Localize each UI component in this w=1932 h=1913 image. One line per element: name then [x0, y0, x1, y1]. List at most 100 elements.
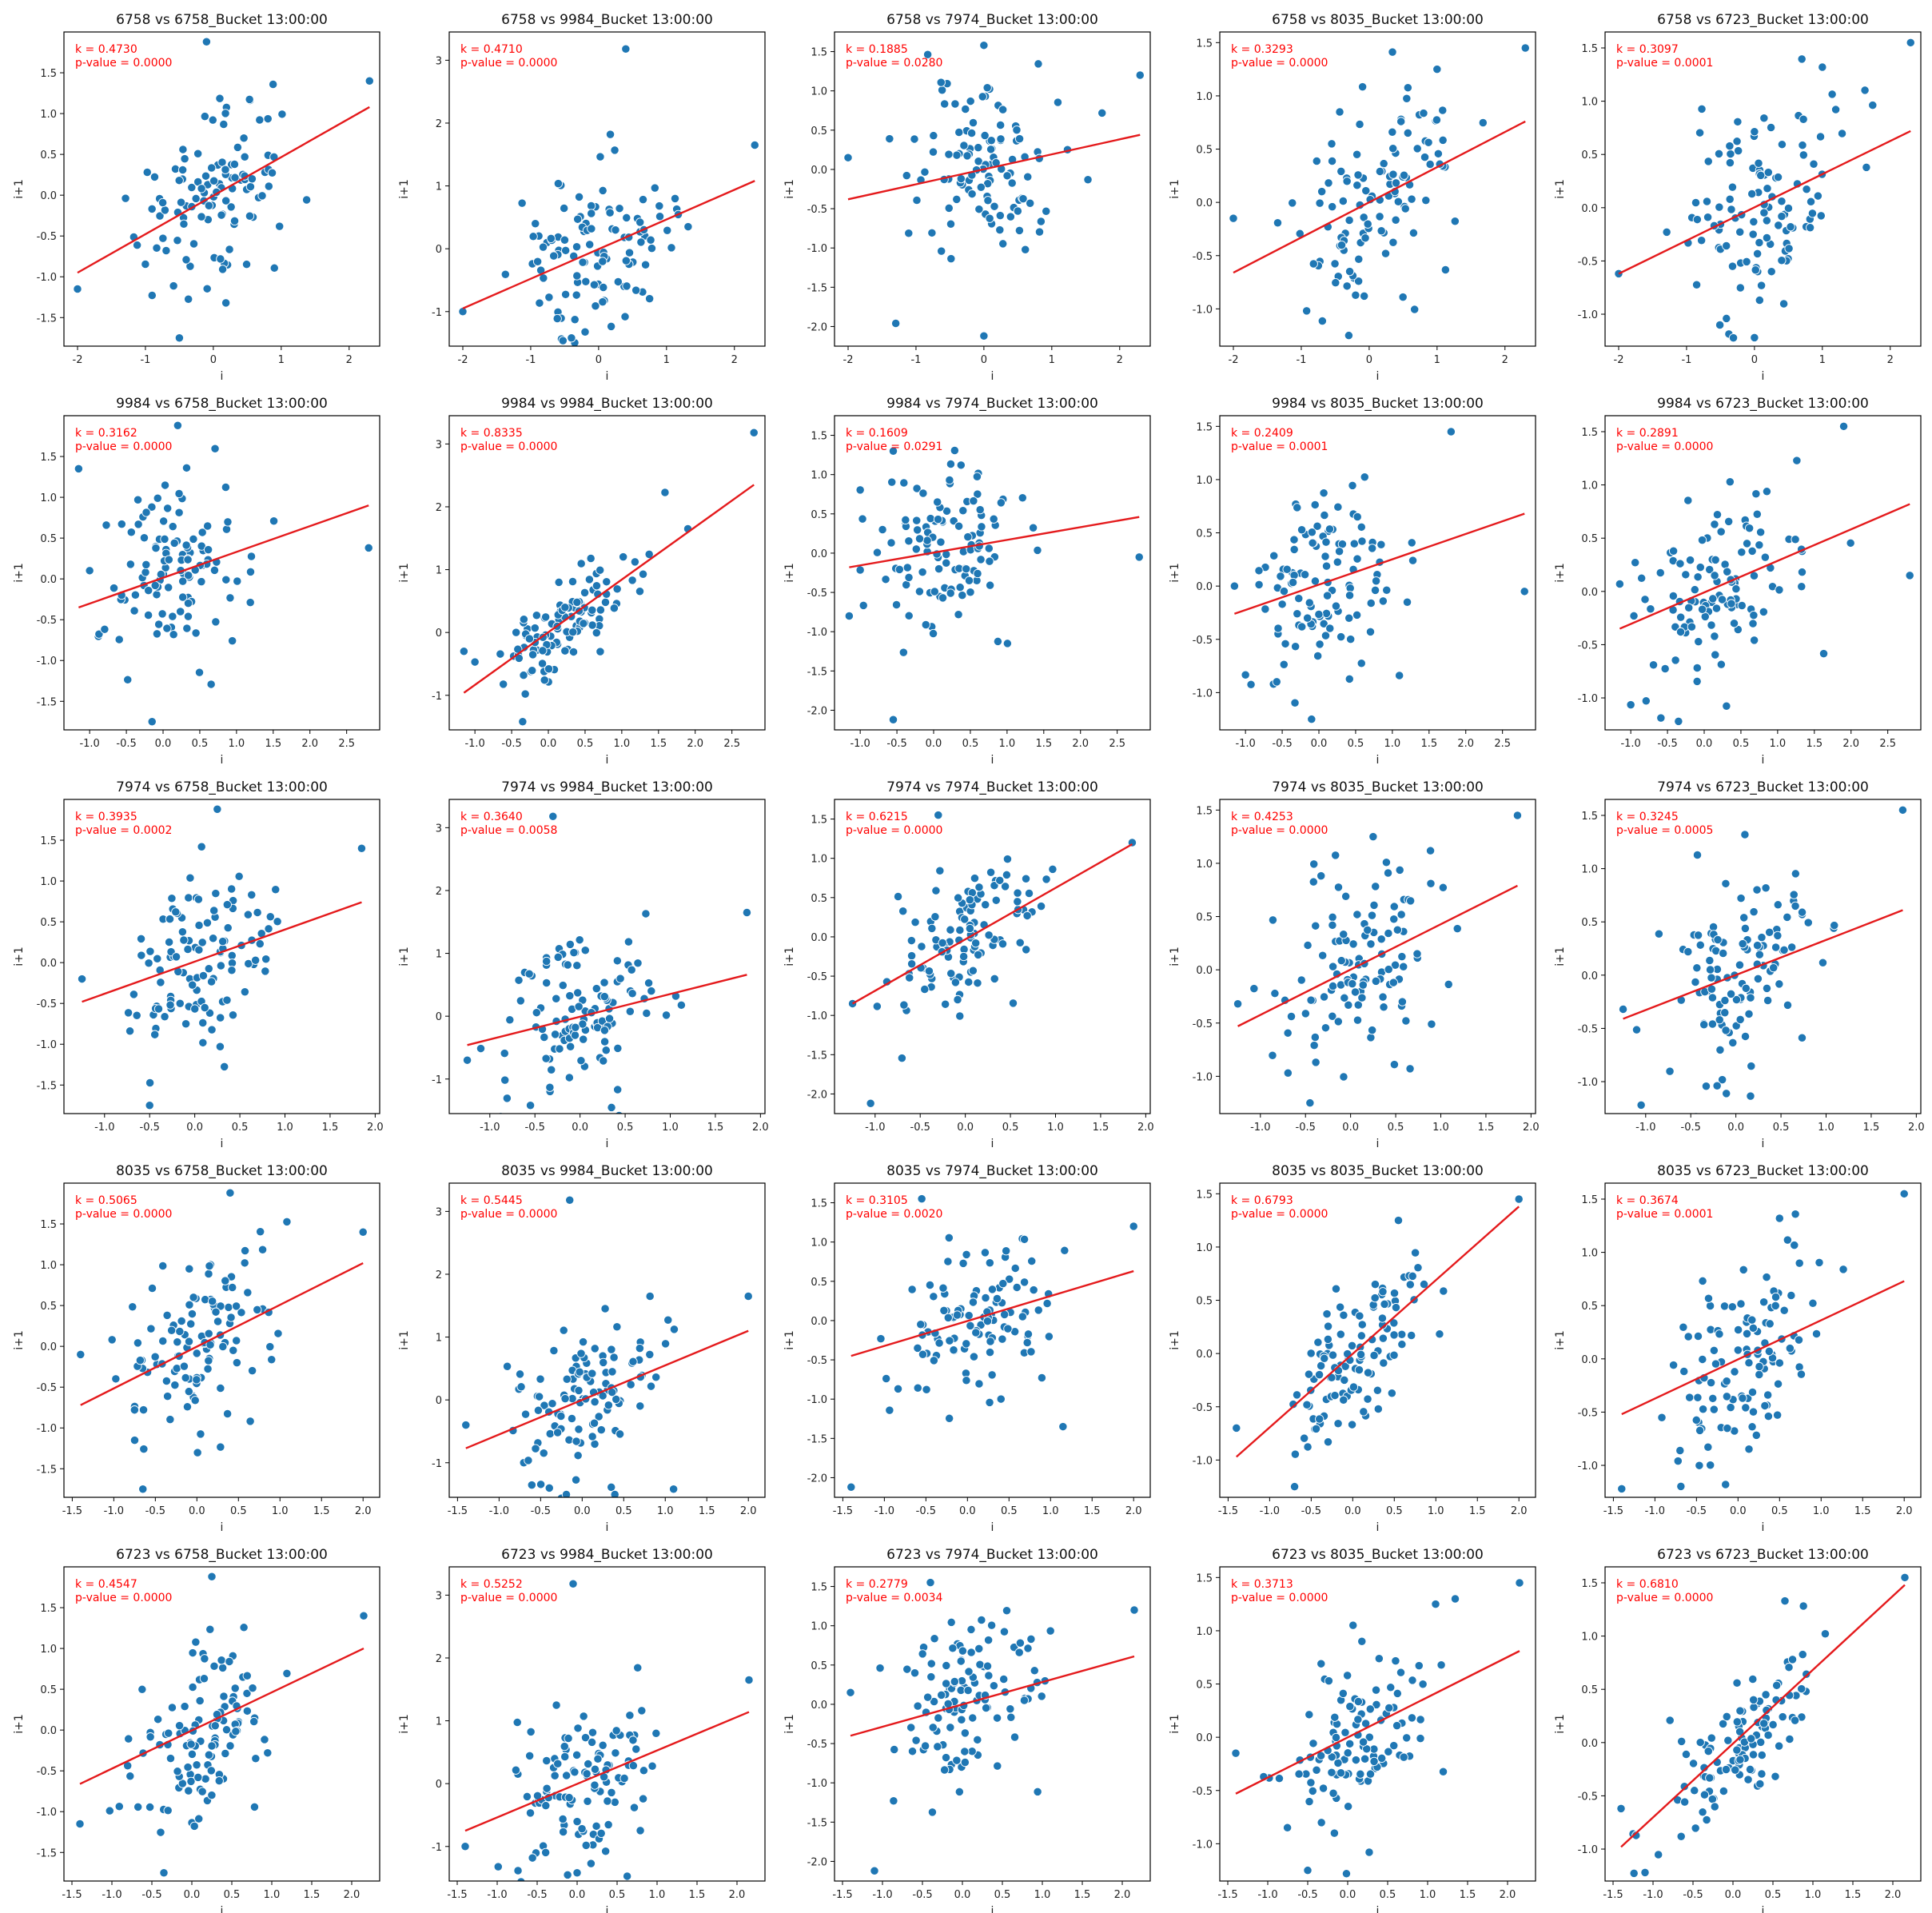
scatter-point	[1305, 1796, 1314, 1807]
scatter-point	[1683, 1332, 1693, 1341]
scatter-point	[496, 649, 505, 659]
scatter-panel: 9984 vs 9984_Bucket 13:00:00-1.0 -0.5 0.0 0…	[398, 396, 766, 767]
scatter-point	[179, 219, 189, 229]
scatter-point	[937, 1690, 946, 1700]
scatter-point	[1726, 1402, 1735, 1413]
scatter-point	[613, 1085, 623, 1094]
scatter-point	[532, 257, 543, 266]
scatter-point	[993, 636, 1003, 647]
scatter-point	[609, 604, 619, 613]
scatter-point	[1309, 259, 1318, 269]
scatter-point	[912, 484, 922, 493]
y-tick-label: -1.5	[37, 313, 57, 325]
scatter-point	[955, 583, 965, 592]
y-tick-label: 0.5	[1196, 528, 1213, 540]
y-tick-label: 1.0	[1581, 1632, 1598, 1644]
x-tick-label: -0.5	[1657, 738, 1677, 750]
scatter-point	[213, 804, 222, 814]
scatter-point	[158, 233, 168, 243]
scatter-panel: 6723 vs 7974_Bucket 13:00:00-1.5 -1.0 -0.5…	[783, 1547, 1151, 1913]
scatter-point	[1749, 610, 1759, 620]
y-tick-label: -1.0	[807, 1394, 827, 1406]
x-tick-label: 1.5	[1084, 1505, 1101, 1517]
scatter-point	[198, 970, 209, 981]
scatter-point	[1721, 1026, 1731, 1035]
scatter-point	[1313, 1337, 1323, 1347]
y-tick-label: -1.0	[807, 627, 827, 639]
x-tick-label: -1.0	[874, 1505, 894, 1517]
scatter-point	[364, 76, 374, 86]
scatter-point	[596, 647, 605, 656]
regression-line	[1618, 130, 1911, 275]
x-axis-label: i	[991, 754, 994, 767]
scatter-point	[1324, 178, 1333, 188]
scatter-point	[1338, 196, 1348, 206]
y-tick-label: -0.5	[1578, 640, 1598, 652]
axes-frame	[63, 1182, 380, 1498]
scatter-point	[622, 281, 631, 291]
x-tick-label: -1.5	[62, 1505, 82, 1517]
scatter-point	[1034, 59, 1043, 69]
scatter-point	[609, 1353, 619, 1362]
scatter-point	[586, 1859, 596, 1868]
x-tick-label: 0.0	[189, 1505, 205, 1517]
scatter-point	[974, 1379, 984, 1389]
scatter-point	[928, 628, 938, 639]
scatter-point	[1695, 1425, 1705, 1436]
y-tick-label: 0.5	[40, 533, 57, 545]
scatter-point	[566, 1042, 576, 1051]
scatter-point	[123, 1008, 133, 1018]
scatter-point	[952, 150, 962, 160]
scatter-point	[1809, 159, 1818, 169]
scatter-point	[954, 521, 964, 531]
y-tick-label: 0.5	[40, 1684, 57, 1696]
x-tick-label: 2.0	[687, 738, 703, 750]
scatter-point	[155, 211, 165, 221]
scatter-point	[596, 605, 606, 615]
scatter-point	[1352, 181, 1362, 190]
scatter-point	[929, 1696, 939, 1707]
panel-title: 6723 vs 6723_Bucket 13:00:00	[1657, 1547, 1869, 1563]
scatter-point	[1309, 859, 1319, 869]
scatter-point	[966, 96, 975, 106]
scatter-point	[1356, 659, 1366, 668]
scatter-point	[493, 1862, 503, 1871]
x-tick-label: 0.0	[957, 1122, 974, 1134]
scatter-point	[1710, 520, 1719, 529]
scatter-point	[267, 168, 277, 177]
scatter-point	[184, 571, 193, 580]
scatter-point	[1792, 456, 1802, 465]
scatter-point	[594, 1412, 604, 1421]
scatter-point	[580, 946, 590, 955]
x-tick-label: 1.0	[277, 1122, 293, 1134]
axes-frame	[834, 1182, 1151, 1498]
scatter-point	[983, 196, 993, 205]
scatter-point	[144, 585, 153, 596]
y-tick-label: 0.5	[1581, 1684, 1598, 1696]
scatter-point	[1732, 1678, 1742, 1688]
scatter-point	[987, 1370, 997, 1380]
x-tick-label: 0.0	[569, 1889, 586, 1901]
scatter-point	[1022, 1337, 1032, 1348]
scatter-point	[1791, 901, 1800, 911]
scatter-point	[995, 875, 1005, 885]
scatter-point	[1752, 940, 1763, 951]
scatter-point	[1022, 945, 1031, 955]
scatter-point	[949, 1345, 958, 1355]
scatter-point	[633, 1663, 643, 1672]
x-tick-label: -2	[1229, 354, 1239, 366]
scatter-point	[587, 224, 596, 233]
scatter-point	[1748, 1674, 1758, 1684]
scatter-point	[153, 1004, 164, 1014]
scatter-point	[991, 895, 1001, 905]
scatter-point	[142, 167, 152, 177]
scatter-point	[1759, 607, 1768, 617]
scatter-point	[1762, 1705, 1771, 1716]
scatter-point	[133, 1338, 143, 1348]
regression-line	[1235, 1206, 1520, 1458]
scatter-point	[1321, 552, 1330, 561]
scatter-point	[216, 1383, 225, 1393]
scatter-point	[905, 973, 914, 982]
scatter-point	[576, 1349, 586, 1358]
x-tick-label: 2.0	[301, 738, 318, 750]
